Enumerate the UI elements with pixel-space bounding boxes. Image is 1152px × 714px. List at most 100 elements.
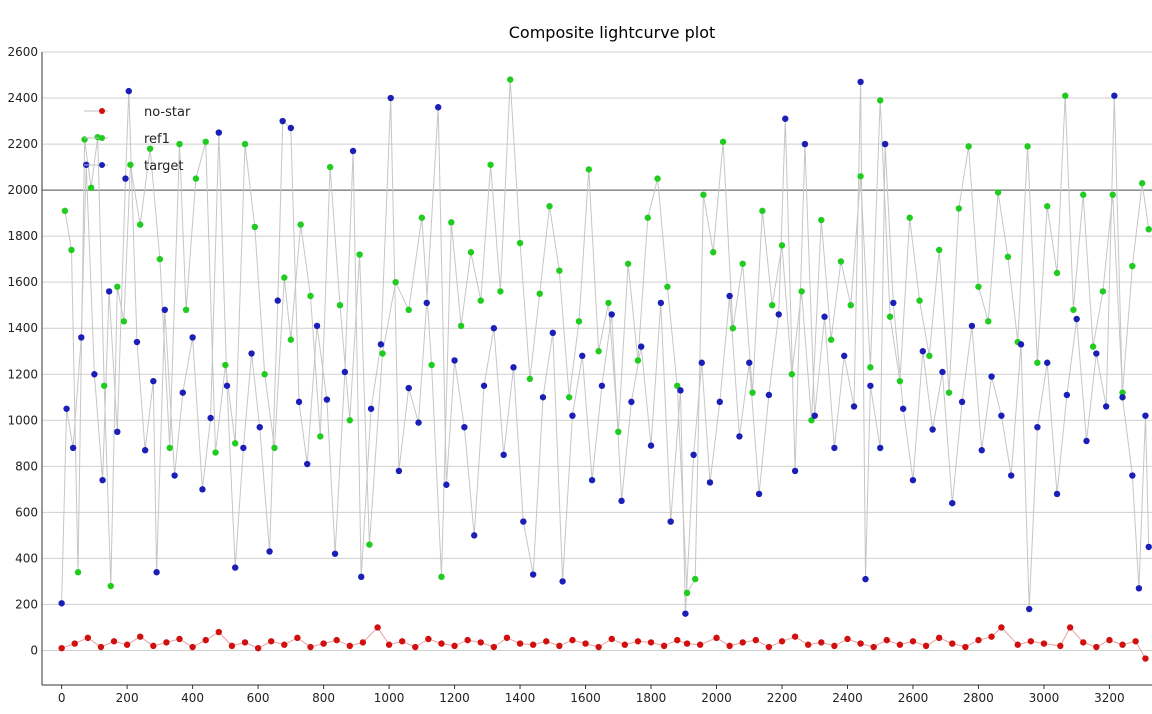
data-point-ref1 [768, 302, 776, 309]
data-point-target [461, 423, 468, 431]
data-point-ref1 [916, 297, 923, 304]
data-point-target [821, 313, 828, 320]
data-point-no-star [477, 639, 484, 646]
y-tick-label: 800 [15, 459, 38, 473]
data-point-target [726, 292, 733, 300]
data-point-target [287, 124, 295, 132]
data-point-target [791, 467, 799, 475]
data-point-ref1 [975, 283, 982, 290]
data-point-target [415, 419, 422, 426]
data-point-target [171, 472, 178, 479]
y-tick-label: 400 [15, 551, 38, 565]
data-point-ref1 [487, 161, 494, 168]
data-point-ref1 [778, 242, 786, 249]
y-tick-label: 0 [30, 643, 38, 657]
data-point-no-star [804, 641, 812, 648]
data-point-no-star [975, 636, 982, 644]
data-point-target [755, 490, 763, 498]
x-tick-label: 2600 [898, 691, 929, 705]
data-point-target [1119, 394, 1126, 401]
data-point-no-star [176, 635, 183, 643]
x-tick-label: 3200 [1094, 691, 1125, 705]
data-point-no-star [896, 641, 904, 648]
data-point-no-star [844, 635, 851, 643]
data-point-no-star [1132, 638, 1139, 645]
data-point-ref1 [985, 318, 992, 325]
x-tick-label: 1000 [374, 691, 405, 705]
data-point-target [677, 387, 684, 394]
data-point-ref1 [336, 302, 344, 309]
x-tick-label: 2200 [767, 691, 798, 705]
data-point-target [628, 398, 635, 406]
data-point-target [78, 334, 85, 341]
data-point-ref1 [497, 288, 504, 295]
data-point-ref1 [719, 138, 727, 145]
data-point-target [451, 357, 458, 364]
data-point-ref1 [107, 582, 114, 590]
data-point-ref1 [192, 175, 200, 182]
x-tick-label: 2000 [701, 691, 732, 705]
data-point-ref1 [1109, 191, 1116, 198]
data-point-no-star [595, 643, 602, 651]
data-point-no-star [215, 628, 223, 636]
x-tick-label: 1400 [505, 691, 536, 705]
data-point-target [189, 334, 196, 341]
x-tick-label: 2400 [832, 691, 863, 705]
data-point-target [939, 368, 946, 376]
y-tick-label: 1000 [7, 413, 38, 427]
data-point-target [99, 476, 106, 484]
data-point-ref1 [683, 589, 691, 597]
data-point-target [1008, 472, 1015, 479]
data-point-target [598, 382, 606, 389]
data-point-target [1017, 341, 1025, 348]
data-point-ref1 [739, 260, 746, 267]
data-point-ref1 [818, 216, 825, 224]
data-point-ref1 [1044, 203, 1051, 210]
data-point-target [500, 451, 507, 459]
data-point-ref1 [994, 189, 1002, 196]
data-point-target [434, 104, 442, 111]
data-point-no-star [935, 634, 943, 642]
data-point-ref1 [664, 283, 671, 290]
data-point-no-star [150, 642, 157, 650]
data-point-target [248, 350, 255, 357]
data-point-target [549, 329, 556, 337]
data-point-no-star [320, 640, 327, 647]
data-point-no-star [503, 634, 511, 642]
axis-layer: 0200400600800100012001400160018002000220… [7, 45, 1152, 705]
data-point-target [801, 140, 809, 148]
data-point-target [929, 426, 936, 433]
data-point-target [529, 571, 537, 578]
data-point-target [133, 338, 141, 346]
y-tick-label: 2200 [7, 137, 38, 151]
data-point-ref1 [87, 184, 95, 192]
data-point-ref1 [156, 255, 164, 263]
data-point-no-star [516, 640, 524, 647]
data-point-no-star [778, 638, 786, 645]
data-point-ref1 [346, 417, 353, 424]
data-point-ref1 [241, 140, 249, 148]
y-tick-label: 1200 [7, 367, 38, 381]
legend-marker-ref1 [99, 135, 105, 141]
data-point-target [877, 444, 884, 452]
data-point-target [841, 352, 848, 360]
data-point-target [471, 532, 478, 539]
data-point-no-star [1093, 643, 1100, 651]
x-tick-label: 1200 [439, 691, 470, 705]
data-point-target [58, 600, 65, 607]
data-point-no-star [412, 643, 419, 651]
data-point-target [405, 384, 412, 392]
data-point-no-star [307, 643, 314, 651]
data-point-no-star [71, 640, 78, 647]
data-point-target [480, 382, 488, 389]
data-point-no-star [189, 643, 196, 651]
data-point-no-star [556, 642, 563, 650]
data-point-no-star [58, 644, 65, 652]
legend-marker-no-star [99, 108, 105, 114]
data-point-no-star [333, 636, 340, 644]
data-point-ref1 [379, 350, 386, 357]
data-point-target [114, 428, 121, 435]
data-point-no-star [398, 638, 406, 645]
data-point-target [682, 610, 689, 617]
data-point-target [539, 394, 547, 401]
